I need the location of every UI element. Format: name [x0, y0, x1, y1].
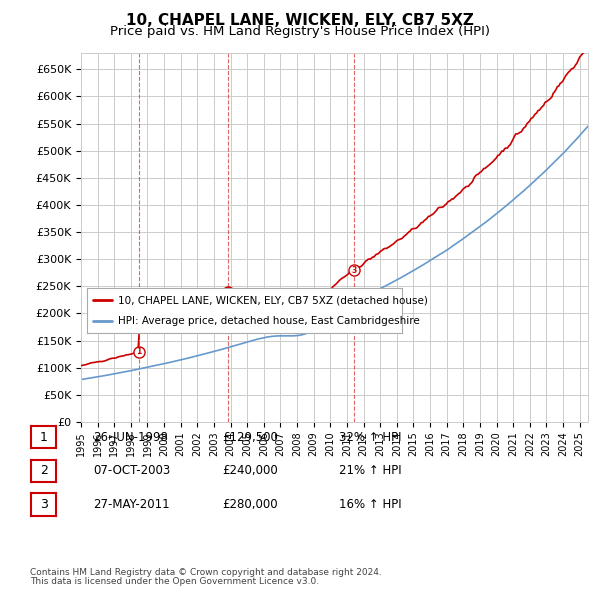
Text: HPI: Average price, detached house, East Cambridgeshire: HPI: Average price, detached house, East…	[119, 316, 420, 326]
Text: 2: 2	[225, 287, 230, 296]
Text: Price paid vs. HM Land Registry's House Price Index (HPI): Price paid vs. HM Land Registry's House …	[110, 25, 490, 38]
Text: 16% ↑ HPI: 16% ↑ HPI	[339, 498, 401, 511]
Text: £280,000: £280,000	[222, 498, 278, 511]
Text: 26-JUN-1998: 26-JUN-1998	[93, 431, 168, 444]
Text: 3: 3	[351, 266, 356, 274]
Text: 1: 1	[137, 347, 142, 356]
Text: £240,000: £240,000	[222, 464, 278, 477]
Text: 2: 2	[40, 464, 48, 477]
Text: 21% ↑ HPI: 21% ↑ HPI	[339, 464, 401, 477]
Text: 07-OCT-2003: 07-OCT-2003	[93, 464, 170, 477]
Text: 10, CHAPEL LANE, WICKEN, ELY, CB7 5XZ: 10, CHAPEL LANE, WICKEN, ELY, CB7 5XZ	[126, 13, 474, 28]
Text: 3: 3	[40, 498, 48, 511]
Text: 32% ↑ HPI: 32% ↑ HPI	[339, 431, 401, 444]
Text: 10, CHAPEL LANE, WICKEN, ELY, CB7 5XZ (detached house): 10, CHAPEL LANE, WICKEN, ELY, CB7 5XZ (d…	[119, 295, 428, 305]
Text: 1: 1	[40, 431, 48, 444]
Text: £129,500: £129,500	[222, 431, 278, 444]
Text: This data is licensed under the Open Government Licence v3.0.: This data is licensed under the Open Gov…	[30, 577, 319, 586]
Text: 27-MAY-2011: 27-MAY-2011	[93, 498, 170, 511]
Text: Contains HM Land Registry data © Crown copyright and database right 2024.: Contains HM Land Registry data © Crown c…	[30, 568, 382, 577]
